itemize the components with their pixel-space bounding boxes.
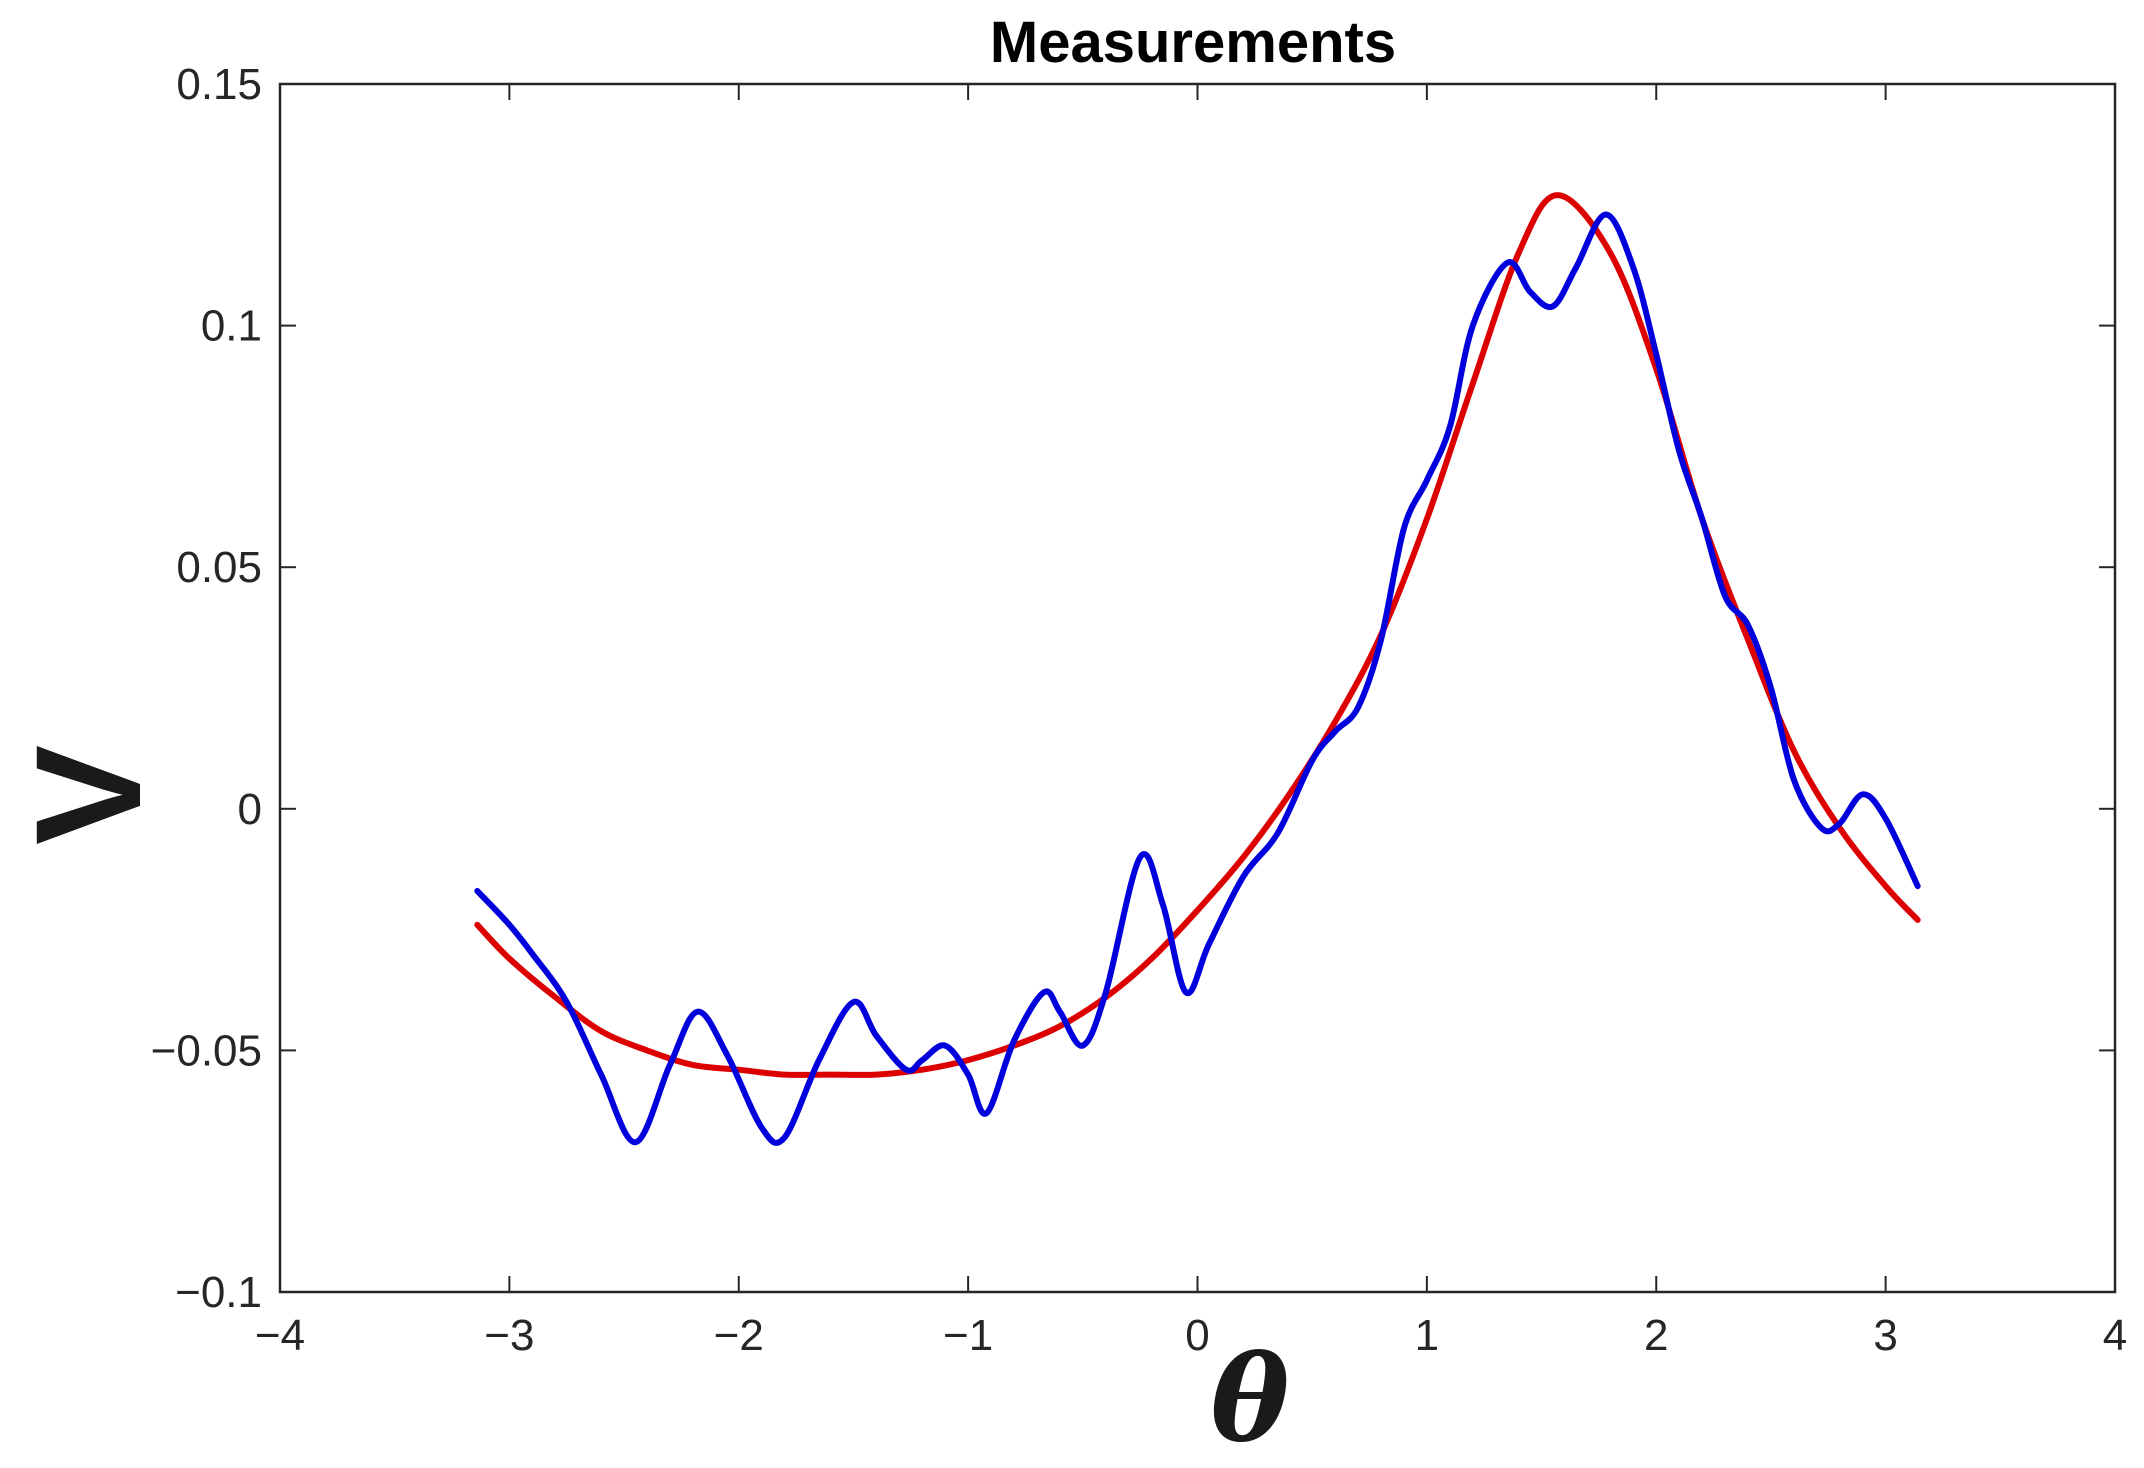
- plot-lines: [474, 192, 1921, 1146]
- x-tick-label: 3: [1873, 1311, 1897, 1360]
- y-axis-label: V: [4, 745, 172, 845]
- y-axis-ticks: −0.1 −0.05 0 0.05 0.1 0.15: [151, 60, 2115, 1317]
- x-tick-label: 1: [1415, 1311, 1439, 1360]
- x-axis-label: θ: [1211, 1329, 1290, 1468]
- y-tick-label: −0.1: [175, 1268, 262, 1317]
- plot-area-box: [278, 82, 2117, 1294]
- series-line-1: [474, 192, 1921, 1078]
- x-tick-label: −4: [255, 1311, 305, 1360]
- x-tick-label: 0: [1185, 1311, 1209, 1360]
- x-tick-label: −3: [484, 1311, 534, 1360]
- y-tick-label: 0.15: [176, 60, 262, 109]
- y-tick-label: −0.05: [151, 1026, 262, 1075]
- x-tick-label: 4: [2103, 1311, 2127, 1360]
- x-axis-ticks: −4 −3 −2 −1 0 1 2 3 4: [255, 84, 2127, 1360]
- series-line-2: [474, 211, 1921, 1146]
- y-tick-label: 0.05: [176, 543, 262, 592]
- y-tick-label: 0: [238, 785, 262, 834]
- x-tick-label: 2: [1644, 1311, 1668, 1360]
- x-tick-label: −1: [943, 1311, 993, 1360]
- x-tick-label: −2: [714, 1311, 764, 1360]
- chart-title: Measurements: [990, 10, 1396, 75]
- y-tick-label: 0.1: [201, 302, 262, 351]
